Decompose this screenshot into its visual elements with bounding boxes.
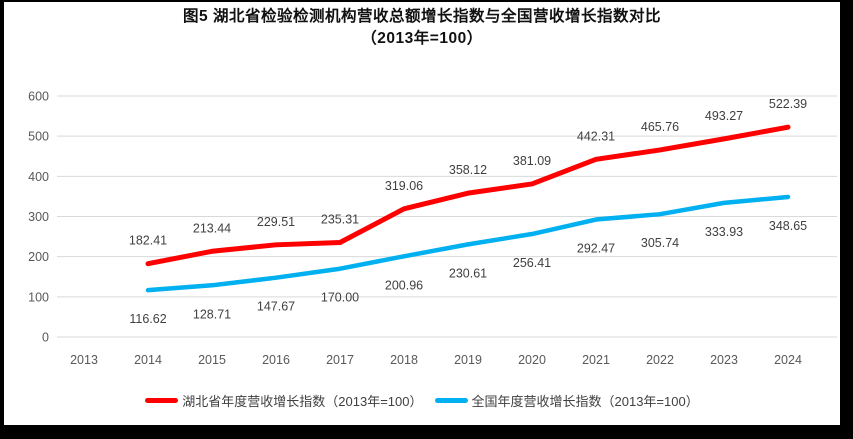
national-data-label: 333.93 xyxy=(705,225,743,239)
y-tick-label: 500 xyxy=(28,130,49,144)
line-chart-plot: 0 100 200 300 400 500 600 2013 2014 2015 2016 2017 2… xyxy=(28,90,837,367)
national-data-label: 256.41 xyxy=(513,256,551,270)
hubei-data-label: 319.06 xyxy=(385,179,423,193)
x-axis-label: 2014 xyxy=(134,353,162,367)
x-axis-label: 2023 xyxy=(710,353,738,367)
national-data-label: 200.96 xyxy=(385,278,423,292)
x-axis-label: 2018 xyxy=(390,353,418,367)
hubei-data-label: 493.27 xyxy=(705,109,743,123)
y-tick-label: 400 xyxy=(28,170,49,184)
x-axis-label: 2013 xyxy=(70,353,98,367)
chart-title-line1: 图5 湖北省检验检测机构营收总额增长指数与全国营收增长指数对比 xyxy=(183,8,661,25)
national-data-label: 348.65 xyxy=(769,219,807,233)
hubei-data-label: 213.44 xyxy=(193,221,231,235)
x-axis-label: 2024 xyxy=(774,353,802,367)
national-line-swatch-icon xyxy=(434,398,468,403)
y-tick-label: 100 xyxy=(28,290,49,304)
national-data-label: 116.62 xyxy=(129,312,166,326)
hubei-data-label: 522.39 xyxy=(769,97,807,111)
x-axis-label: 2019 xyxy=(454,353,482,367)
legend-item-national: 全国年度营收增长指数（2013年=100） xyxy=(434,391,699,410)
legend-label-hubei: 湖北省年度营收增长指数（2013年=100） xyxy=(182,394,423,409)
hubei-data-label: 381.09 xyxy=(513,154,551,168)
legend-label-national: 全国年度营收增长指数（2013年=100） xyxy=(471,394,699,409)
chart-canvas: 图5 湖北省检验检测机构营收总额增长指数与全国营收增长指数对比 （2013年=1… xyxy=(4,2,840,425)
hubei-data-label: 182.41 xyxy=(129,234,167,248)
legend-item-hubei: 湖北省年度营收增长指数（2013年=100） xyxy=(145,391,423,410)
chart-title: 图5 湖北省检验检测机构营收总额增长指数与全国营收增长指数对比 （2013年=1… xyxy=(4,6,840,50)
x-axis-label: 2020 xyxy=(518,353,546,367)
y-tick-label: 200 xyxy=(28,250,49,264)
hubei-data-label: 465.76 xyxy=(641,120,679,134)
chart-title-line2: （2013年=100） xyxy=(361,30,483,47)
national-data-label: 147.67 xyxy=(257,300,295,314)
national-data-label: 305.74 xyxy=(641,236,679,250)
y-tick-label: 600 xyxy=(28,90,49,104)
national-series-line xyxy=(145,194,791,293)
chart-legend: 湖北省年度营收增长指数（2013年=100） 全国年度营收增长指数（2013年=… xyxy=(4,391,840,410)
hubei-line-swatch-icon xyxy=(145,398,179,403)
y-tick-label: 300 xyxy=(28,210,49,224)
x-axis-label: 2016 xyxy=(262,353,290,367)
national-data-label: 170.00 xyxy=(321,291,359,305)
hubei-data-label: 358.12 xyxy=(449,163,487,177)
hubei-data-label: 235.31 xyxy=(321,212,359,226)
x-axis-label: 2015 xyxy=(198,353,226,367)
national-data-label: 128.71 xyxy=(193,307,231,321)
x-axis-label: 2017 xyxy=(326,353,354,367)
hubei-series-line xyxy=(145,124,791,267)
y-tick-label: 0 xyxy=(42,331,49,345)
hubei-data-label: 229.51 xyxy=(257,215,295,229)
hubei-data-label: 442.31 xyxy=(577,129,615,143)
national-data-label: 292.47 xyxy=(577,242,615,256)
x-axis-label: 2021 xyxy=(582,353,610,367)
national-data-label: 230.61 xyxy=(449,266,487,280)
x-axis-label: 2022 xyxy=(646,353,674,367)
